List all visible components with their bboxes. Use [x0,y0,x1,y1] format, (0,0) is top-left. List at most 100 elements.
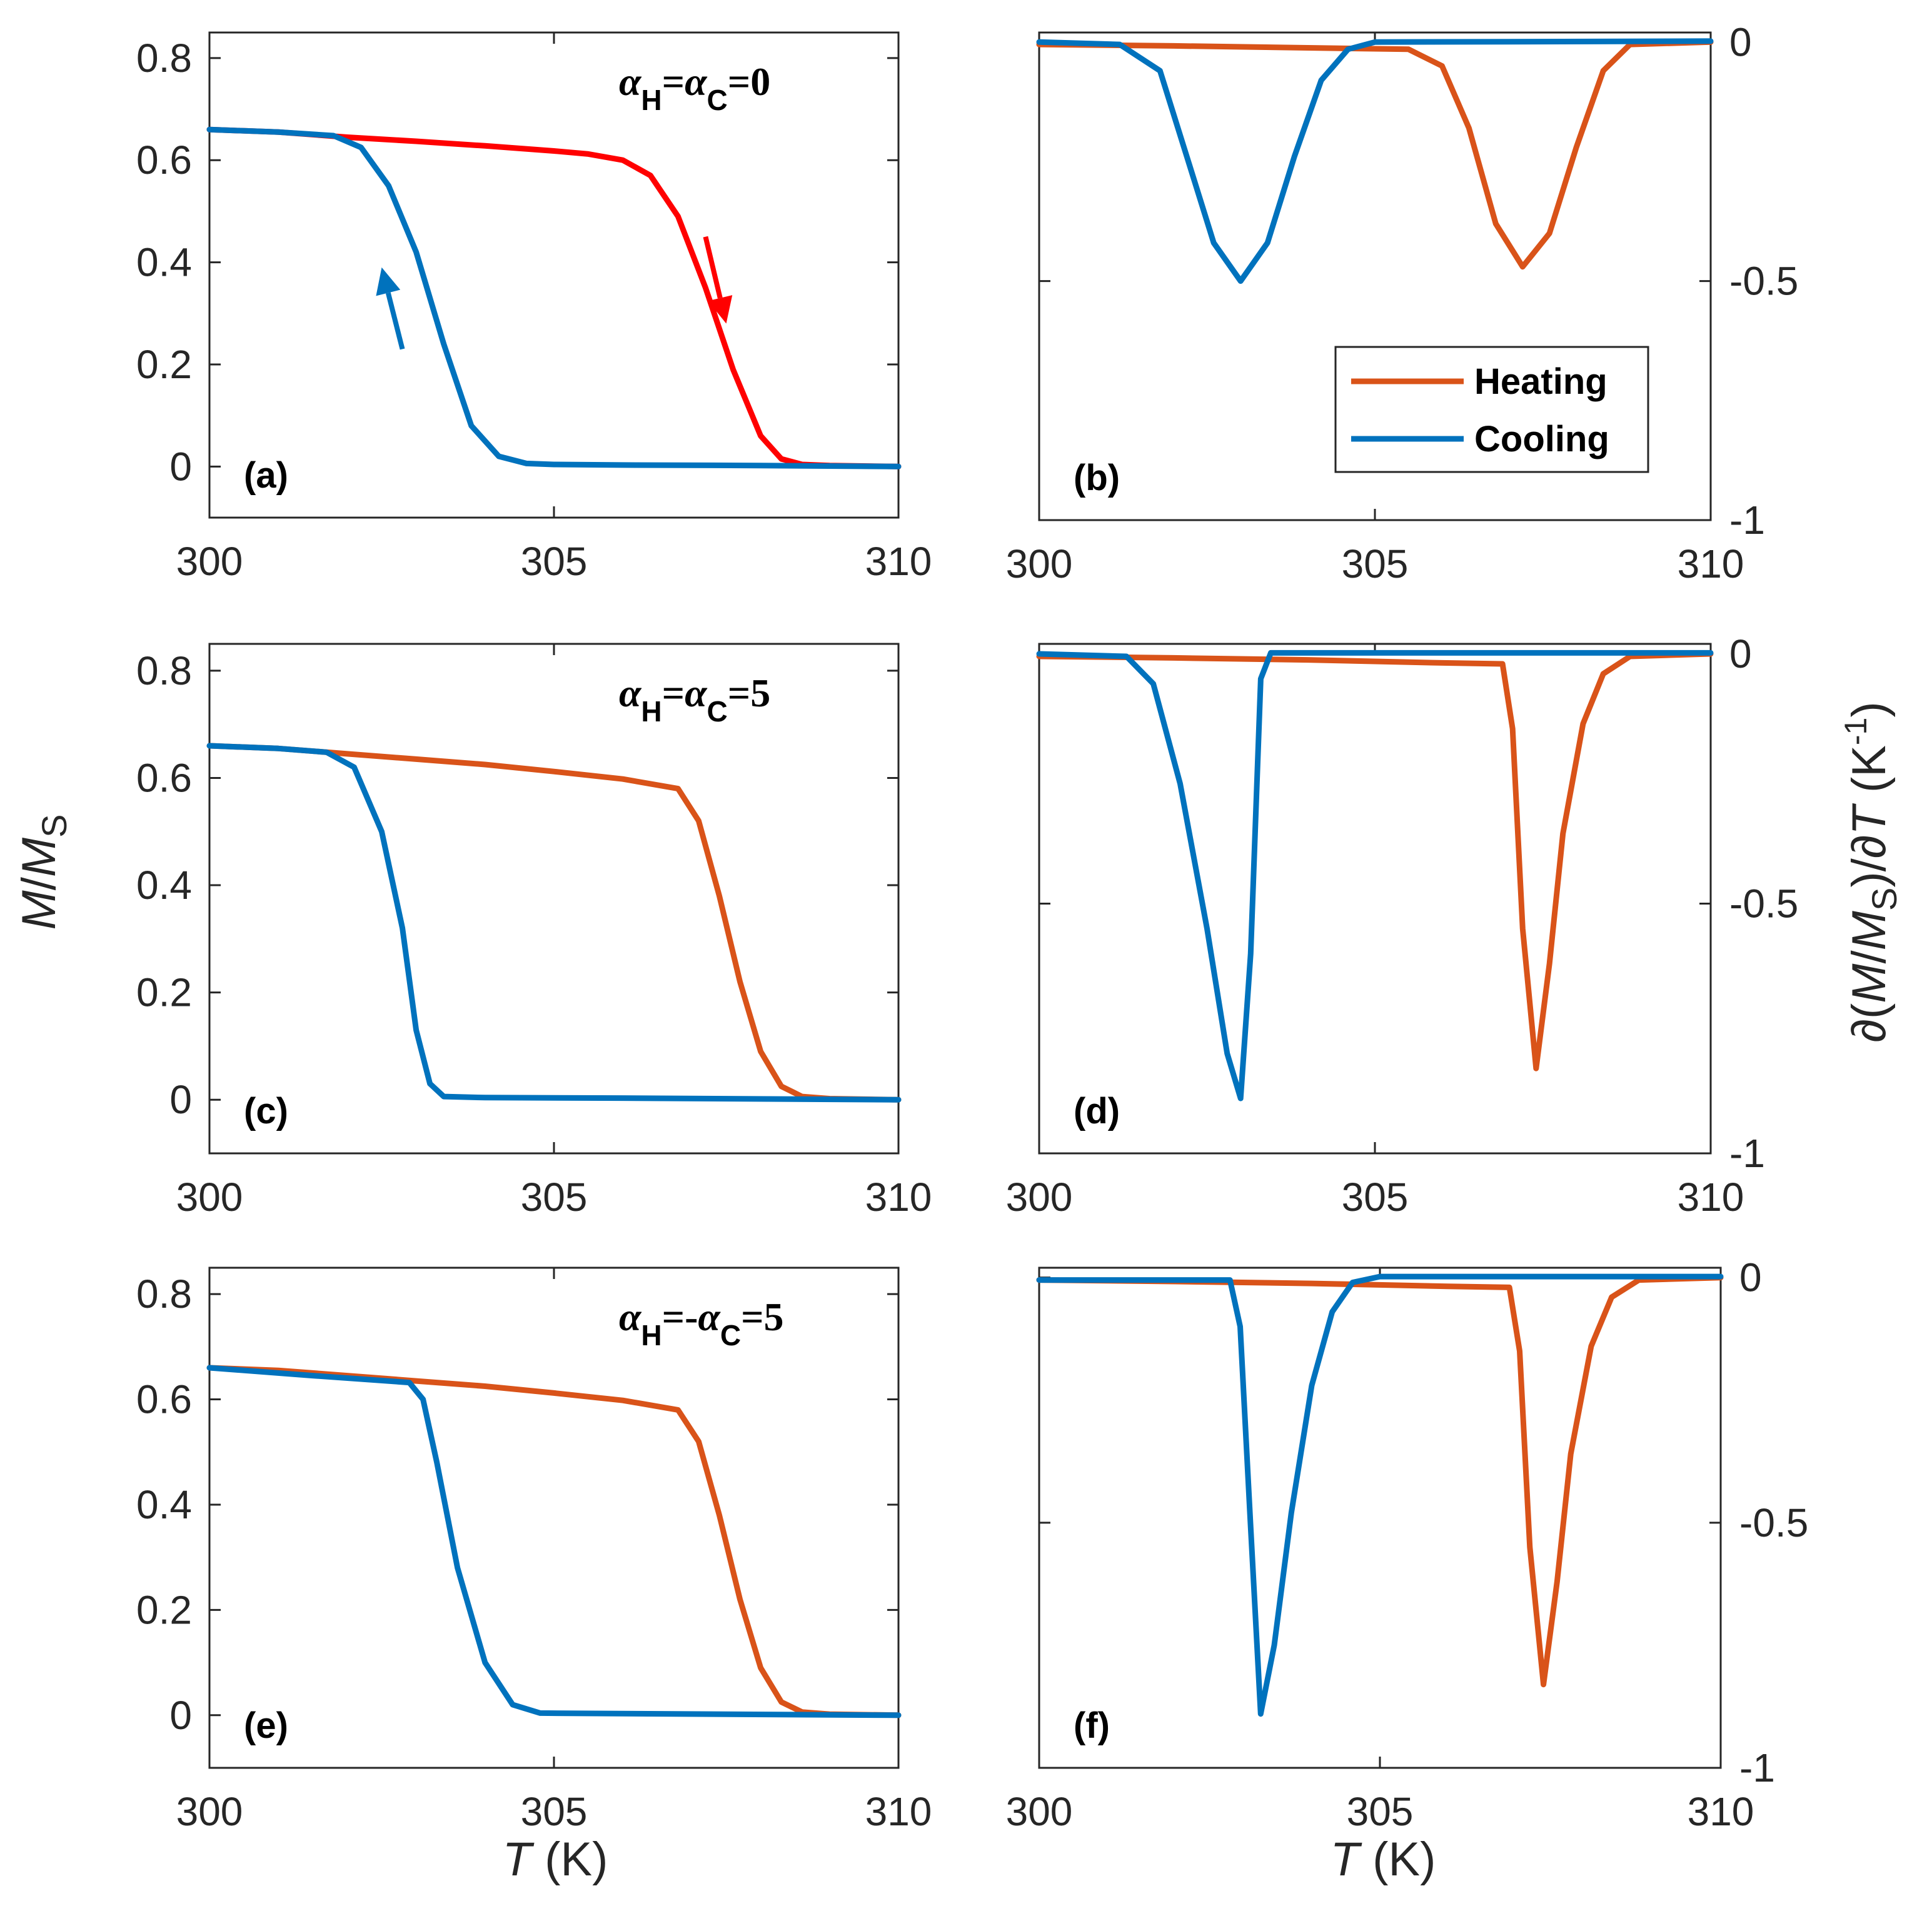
right-y-axis-label-sub: S [1864,888,1904,911]
panel-e-series-heating [206,1365,902,1718]
panel-c-frame [208,643,900,1155]
panel-a-annotation: αH=αC=0 [619,59,770,116]
left-y-axis-label-m2: M [13,837,66,877]
right-y-axis-label-m: M [1843,963,1896,1003]
panel-f-label: (f) [1074,1705,1110,1746]
panel-c-series-heating [206,743,902,1103]
panel-a-arrow-head [708,295,733,324]
panel-d-label: (d) [1074,1091,1120,1131]
x-axis-label-left: T (K) [503,1833,608,1886]
legend-label-cooling: Cooling [1474,419,1609,459]
panel-d-xtick-label: 305 [1342,1175,1409,1220]
right-y-axis-label-m2: M [1843,910,1896,950]
panel-a-ytick-label: 0.2 [136,342,192,387]
panel-e-ytick-label: 0 [169,1693,192,1738]
left-y-axis-label-m: M [13,890,66,930]
x-axis-label-right-t: T [1331,1833,1362,1886]
panel-c-label: (c) [244,1091,288,1131]
panel-b: 300 305 310 0 -0.5 -1 (b) Heating Cooling [1006,19,1799,586]
panel-d: 300 305 310 0 -0.5 -1 (d) [1006,631,1799,1220]
panel-a-annotation-part: α [619,59,642,104]
panel-a-annotation-part: C [707,84,728,116]
panel-e-ytick-label: 0.8 [136,1272,192,1317]
panel-e-ytick-label: 0.6 [136,1377,192,1422]
panel-b-series-heating [1036,39,1714,270]
panel-f-series-heating [1036,1275,1724,1688]
panel-e-xtick-label: 300 [176,1789,243,1834]
panel-a-ytick-label: 0.6 [136,138,192,183]
panel-b-xtick-label: 310 [1678,541,1744,586]
panel-c-xtick-label: 310 [865,1175,932,1220]
panel-a-arrow-shaft [385,292,405,350]
right-y-axis-label-exp: -1 [1838,718,1873,745]
panel-c-ytick-label: 0 [169,1077,192,1122]
panel-b-ytick-label: 0 [1729,19,1752,64]
panel-e-annotation-part: α [698,1295,721,1339]
x-axis-label-right: T (K) [1331,1833,1436,1886]
panel-e-label: (e) [244,1705,288,1746]
panel-f: 300 305 310 0 -0.5 -1 (f) [1006,1255,1809,1834]
panel-c-annotation: αH=αC=5 [619,671,770,728]
panel-d-xtick-label: 310 [1678,1175,1744,1220]
panel-c-ytick-label: 0.4 [136,863,192,908]
panel-e-annotation-part: =5 [741,1295,783,1339]
panel-a-annotation-part: α [685,59,708,104]
right-y-axis-label-slash: / [1843,950,1896,963]
panel-f-ytick-label: -0.5 [1739,1500,1808,1545]
panel-d-xtick-label: 300 [1006,1175,1073,1220]
legend-box [1334,346,1649,473]
panel-d-frame [1038,643,1712,1155]
panel-d-ytick-label: -0.5 [1729,881,1798,926]
panel-a-annotation-part: =0 [728,59,770,104]
left-y-axis-label: M/MS [13,814,74,930]
panel-a-series-heating [206,126,902,469]
left-y-axis-label-sub: S [34,814,74,837]
panel-f-ytick-label: -1 [1739,1745,1775,1790]
panel-c-annotation-part: =5 [728,671,770,715]
panel-a-arrow-head [376,267,401,296]
panel-c-annotation-part: C [707,695,728,728]
panel-e-annotation-part: α [619,1295,642,1339]
panel-c-series-cooling [206,743,902,1103]
panel-e-frame [208,1266,900,1769]
panel-e-ytick-label: 0.4 [136,1482,192,1527]
panel-b-ytick-label: -0.5 [1729,259,1798,304]
panel-c-xtick-label: 305 [521,1175,588,1220]
panel-a-xtick-label: 300 [176,539,243,584]
panel-b-xtick-label: 305 [1342,541,1409,586]
panel-f-xtick-label: 305 [1347,1789,1414,1834]
panel-f-xtick-label: 310 [1688,1789,1754,1834]
panel-d-ytick-label: -1 [1729,1131,1765,1176]
panel-c-ytick-label: 0.6 [136,755,192,800]
panel-d-series-cooling [1036,650,1714,1101]
panel-e-series-cooling [206,1365,902,1718]
panel-c-xtick-label: 300 [176,1175,243,1220]
panel-c-ytick-label: 0.2 [136,970,192,1015]
panel-e-annotation-part: C [720,1319,741,1352]
right-y-axis-label-unit: (K [1843,745,1896,806]
panel-a-ytick-label: 0.8 [136,36,192,81]
panel-f-frame [1038,1266,1722,1769]
panel-a-xtick-label: 310 [865,539,932,584]
panel-b-label: (b) [1074,458,1120,498]
panel-a-annotation-part: H [641,84,662,116]
panel-e-annotation-part: H [641,1319,662,1352]
right-y-axis-label-prefix: ∂( [1843,1003,1896,1043]
panel-d-ytick-label: 0 [1729,631,1752,676]
panel-a-xtick-label: 305 [521,539,588,584]
panel-e-ytick-label: 0.2 [136,1587,192,1632]
panel-e-xtick-label: 305 [521,1789,588,1834]
panel-b-ytick-label: -1 [1729,498,1765,543]
panel-a-arrow-shaft [703,236,723,299]
right-y-axis-label-close: ) [1843,701,1896,717]
panel-a-series-cooling [206,126,902,469]
right-y-axis-label-mid: )/∂ [1843,835,1896,888]
panel-f-xtick-label: 300 [1006,1789,1073,1834]
panel-a-ytick-label: 0.4 [136,240,192,285]
panel-a-ytick-label: 0 [169,444,192,489]
panel-c-annotation-part: α [685,671,708,715]
panel-c-annotation-part: H [641,695,662,728]
